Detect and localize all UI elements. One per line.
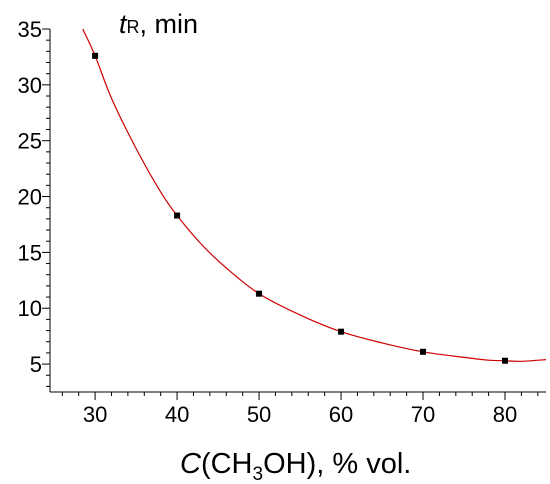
data-point (338, 328, 345, 335)
y-tick-label: 30 (18, 73, 42, 98)
y-tick-label: 15 (18, 240, 42, 265)
x-tick-label: 70 (411, 402, 435, 427)
x-axis-title-formula: (CH (201, 448, 253, 480)
y-axis-title-unit: , min (140, 9, 199, 39)
data-point (174, 212, 181, 219)
axes (49, 29, 546, 393)
x-axis-title-symbol: C (180, 448, 202, 480)
x-axis-title: C(CH3OH), % vol. (180, 448, 411, 484)
x-tick-label: 80 (493, 402, 517, 427)
tick-labels: 30 40 50 60 70 80 5 10 15 20 25 30 35 (18, 17, 518, 427)
y-tick-label: 5 (30, 352, 42, 377)
x-tick-label: 60 (329, 402, 353, 427)
data-points (92, 52, 509, 364)
data-point (92, 52, 99, 59)
ticks (42, 28, 539, 400)
x-tick-label: 40 (165, 402, 189, 427)
data-point (420, 348, 427, 355)
y-axis-title-symbol: t (119, 9, 128, 39)
data-point (502, 357, 509, 364)
x-axis-title-subscript: 3 (253, 464, 264, 484)
y-tick-label: 20 (18, 185, 42, 210)
y-axis-title: tR, min (119, 9, 198, 39)
x-tick-label: 30 (83, 402, 107, 427)
fit-curve (82, 28, 547, 362)
y-tick-label: 25 (18, 129, 42, 154)
x-tick-label: 50 (247, 402, 271, 427)
y-tick-label: 35 (18, 17, 42, 42)
y-axis-title-subscript: R (127, 17, 140, 37)
y-tick-label: 10 (18, 296, 42, 321)
x-axis-title-rest: OH), % vol. (263, 448, 411, 480)
data-point (256, 290, 263, 297)
